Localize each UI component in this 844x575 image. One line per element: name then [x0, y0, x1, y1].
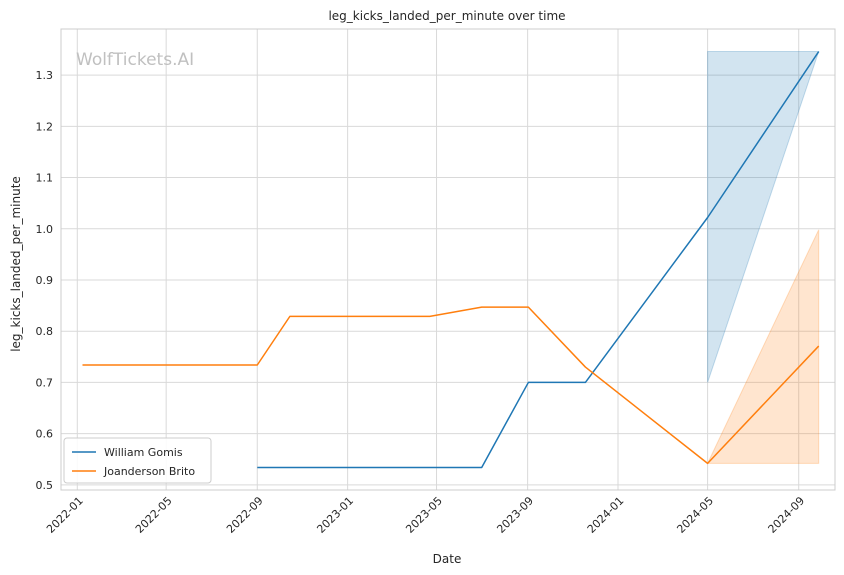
y-axis-label: leg_kicks_landed_per_minute: [9, 176, 23, 352]
series-line-joanderson-brito: [82, 306, 820, 465]
y-axis-ticks: 0.5 0.6 0.7 0.8 0.9 1.0 1.1 1.2 1.3: [36, 69, 54, 492]
y-tick-label: 0.9: [36, 274, 54, 287]
grid: [61, 29, 835, 490]
y-tick-label: 1.0: [36, 223, 54, 236]
chart-title: leg_kicks_landed_per_minute over time: [328, 9, 565, 23]
watermark: WolfTickets.AI: [76, 50, 194, 70]
y-tick-label: 0.5: [36, 479, 54, 492]
y-tick-label: 0.6: [36, 428, 54, 441]
series-line-william-gomis: [257, 51, 820, 469]
y-tick-label: 1.3: [36, 69, 54, 82]
plot-frame: [60, 28, 836, 491]
legend-label-william-gomis: William Gomis: [104, 446, 183, 459]
y-tick-label: 0.8: [36, 325, 54, 338]
series-lines: [82, 51, 820, 469]
legend: William Gomis Joanderson Brito: [63, 437, 212, 484]
x-axis-label: Date: [433, 552, 462, 566]
y-tick-label: 1.1: [36, 172, 54, 185]
legend-box: [63, 437, 212, 484]
y-tick-label: 0.7: [36, 376, 54, 389]
y-tick-label: 1.2: [36, 120, 54, 133]
legend-label-joanderson-brito: Joanderson Brito: [103, 465, 195, 478]
